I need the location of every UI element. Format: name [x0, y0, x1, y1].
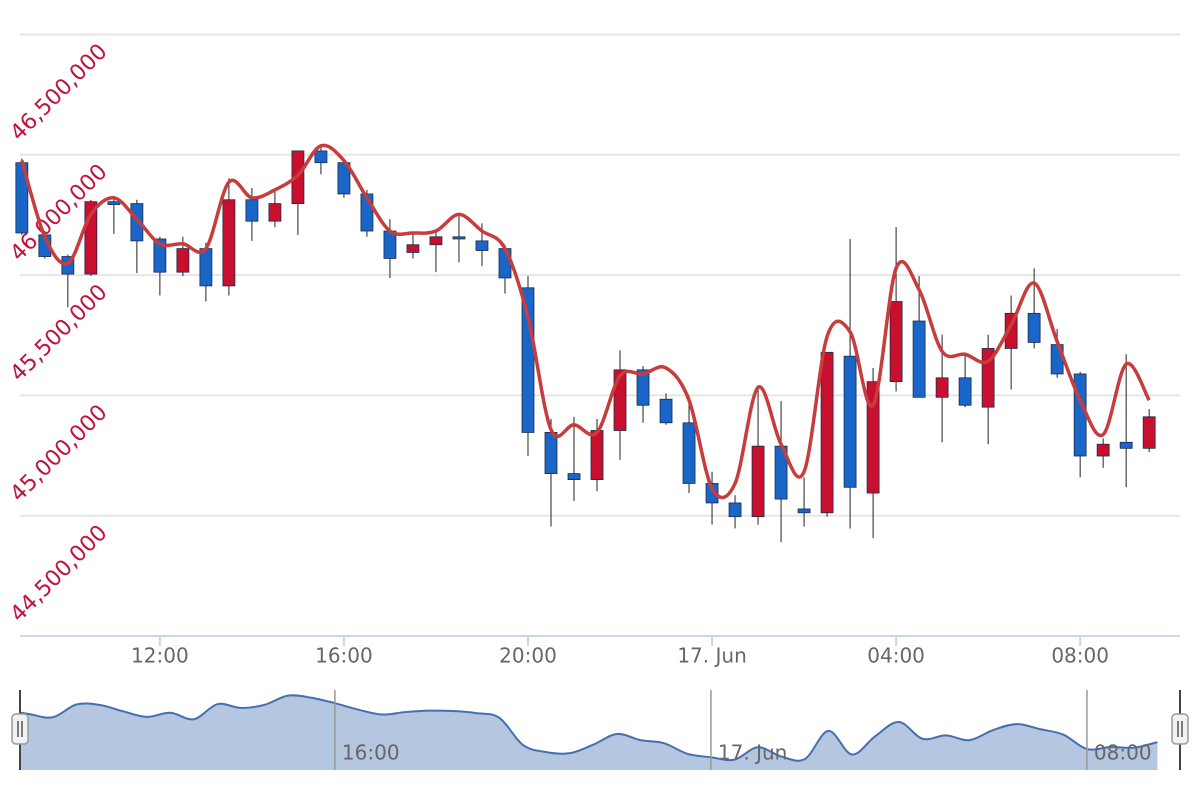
candle-body: [866, 381, 880, 494]
candle-body: [958, 377, 972, 406]
candle-body: [935, 377, 949, 398]
candle-body: [567, 473, 581, 480]
candle-body: [245, 199, 259, 222]
candle-body: [475, 240, 489, 251]
candle-body: [107, 201, 121, 205]
y-tick-label: 45,500,000: [6, 280, 113, 387]
candle-body: [1119, 441, 1133, 449]
candle-body: [1142, 416, 1156, 449]
candle-body: [452, 236, 466, 240]
candle-body: [314, 150, 328, 164]
candle-body: [1027, 312, 1041, 343]
candle-body: [199, 248, 213, 287]
candle-body: [728, 502, 742, 518]
navigator-area: [20, 695, 1158, 770]
candle-body: [176, 248, 190, 273]
candle-body: [659, 398, 673, 424]
y-tick-label: 45,000,000: [6, 400, 113, 507]
candle-body: [222, 199, 236, 287]
candle-body: [705, 483, 719, 504]
candle-body: [130, 203, 144, 242]
y-tick-label: 44,500,000: [6, 520, 113, 627]
overlay-line: [20, 143, 1151, 500]
navigator-handle: [11, 713, 29, 745]
navigator-handle: [1171, 713, 1189, 745]
candle-body: [544, 432, 558, 474]
navigator-line: [20, 694, 1158, 762]
x-tick-label: 04:00: [867, 644, 925, 668]
candle-body: [820, 351, 834, 514]
candle-body: [636, 369, 650, 406]
candle-body: [751, 445, 765, 518]
x-tick-label: 08:00: [1051, 644, 1109, 668]
candle-body: [429, 236, 443, 246]
x-tick-label: 12:00: [131, 644, 189, 668]
candle-body: [406, 244, 420, 253]
navigator-tick-label: 08:00: [1094, 741, 1152, 765]
y-tick-label: 46,500,000: [6, 39, 113, 146]
candle-body: [682, 422, 696, 484]
candle-body: [590, 430, 604, 480]
navigator-tick-label: 16:00: [342, 741, 400, 765]
x-tick-label: 16:00: [315, 644, 373, 668]
x-tick-label: 17. Jun: [677, 644, 746, 668]
candle-body: [268, 203, 282, 222]
candle-body: [889, 301, 903, 383]
candle-body: [912, 320, 926, 398]
candle-body: [797, 508, 811, 514]
candle-body: [498, 248, 512, 279]
candle-body: [843, 355, 857, 488]
candle-body: [1096, 443, 1110, 457]
navigator-series: [20, 694, 1158, 770]
candle-body: [521, 287, 535, 433]
x-tick-label: 20:00: [499, 644, 557, 668]
navigator-tick-label: 17. Jun: [718, 741, 787, 765]
candle-body: [153, 238, 167, 273]
